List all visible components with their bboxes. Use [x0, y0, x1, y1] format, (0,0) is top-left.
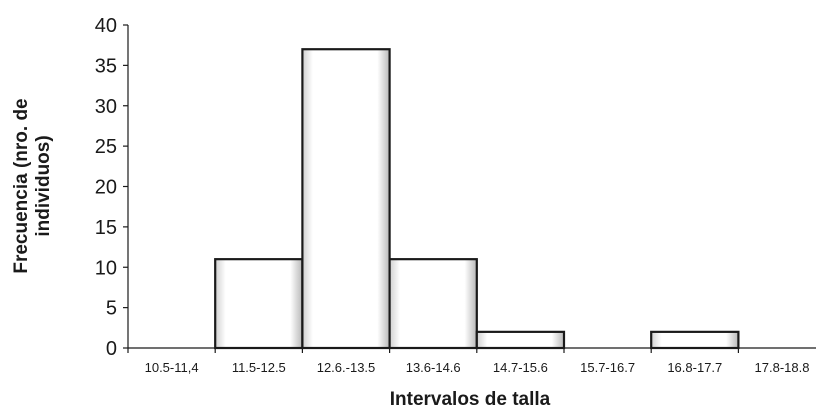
y-axis-title-line-2: individuos): [33, 135, 54, 236]
x-axis-ticks: 10.5-11,4 11.5-12.5 12.6.-13.5 13.6-14.6 14.…: [127, 348, 810, 375]
x-tick-label: 10.5-11,4: [145, 360, 199, 375]
y-tick-label: 10: [95, 257, 117, 279]
y-tick-label: 20: [95, 177, 117, 199]
y-axis-ticks: 0 5 10 15 20 25 30 35 40: [95, 15, 128, 360]
x-axis-title: Intervalos de talla: [390, 389, 551, 410]
x-tick-label: 15.7-16.7: [580, 360, 635, 375]
y-tick-label: 0: [106, 338, 117, 360]
x-tick-label: 14.7-15.6: [493, 360, 548, 375]
x-tick-label: 17.8-18.8: [755, 360, 810, 375]
y-tick-label: 15: [95, 217, 117, 239]
bar-6: [650, 330, 740, 350]
bar-3: [388, 258, 478, 350]
y-tick-label: 30: [95, 96, 117, 118]
y-tick-label: 25: [95, 136, 117, 158]
y-tick-label: 35: [95, 55, 117, 77]
x-tick-label: 13.6-14.6: [406, 360, 461, 375]
bars-group: [214, 48, 740, 350]
bar-4: [475, 330, 566, 350]
bar-2: [301, 48, 391, 350]
x-tick-label: 16.8-17.7: [667, 360, 722, 375]
x-tick-label: 11.5-12.5: [232, 360, 286, 375]
x-tick-label: 12.6.-13.5: [317, 360, 376, 375]
y-tick-label: 5: [106, 298, 117, 320]
y-axis-title-line-1: Frecuencia (nro. de: [11, 98, 32, 273]
bar-1: [214, 258, 304, 350]
y-tick-label: 40: [95, 15, 117, 37]
